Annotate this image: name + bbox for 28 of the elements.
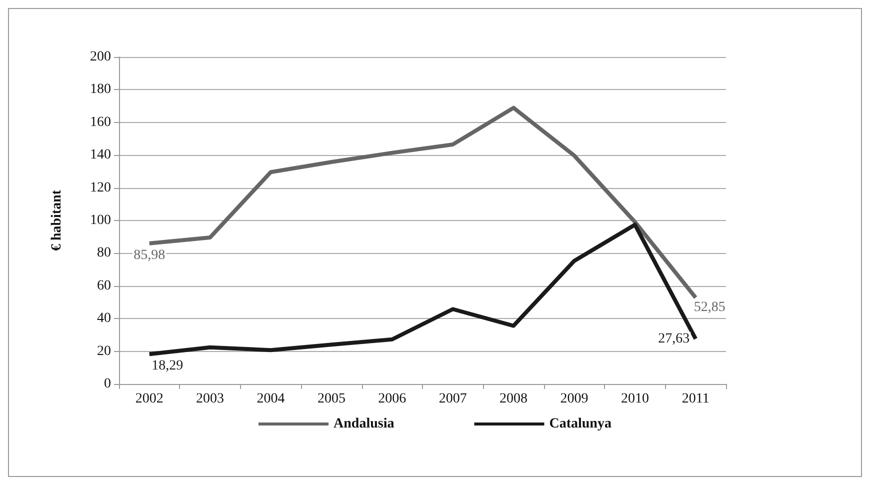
y-axis-title: € habitant [50, 190, 64, 252]
x-tick-label: 2010 [620, 392, 649, 406]
y-tick-label: 200 [90, 50, 111, 64]
y-tick-label: 120 [90, 180, 111, 196]
x-tick-label: 2003 [196, 392, 224, 406]
y-tick-label: 180 [90, 82, 111, 98]
y-tick-label: 40 [97, 311, 111, 326]
y-tick-label: 140 [90, 148, 111, 163]
x-tick-label: 2004 [256, 392, 285, 406]
x-tick-label: 2002 [135, 392, 164, 406]
x-tick-label: 2007 [438, 392, 467, 406]
data-label: 18,29 [152, 358, 184, 374]
legend-label: Catalunya [549, 416, 612, 432]
data-label: 85,98 [134, 248, 166, 263]
x-tick-label: 2009 [560, 392, 588, 406]
data-label: 27,63 [658, 331, 690, 346]
y-tick-label: 0 [104, 376, 111, 392]
x-tick-label: 2005 [317, 392, 346, 406]
x-tick-label: 2011 [682, 392, 710, 406]
y-tick-label: 80 [97, 246, 111, 261]
y-tick-label: 100 [90, 213, 111, 228]
y-tick-label: 20 [97, 344, 111, 359]
x-tick-label: 2008 [500, 392, 528, 406]
legend-label: Andalusia [334, 416, 394, 432]
y-tick-label: 160 [90, 114, 111, 130]
x-tick-label: 2006 [378, 392, 406, 406]
y-tick-label: 60 [97, 278, 111, 294]
data-label: 52,85 [694, 300, 726, 316]
